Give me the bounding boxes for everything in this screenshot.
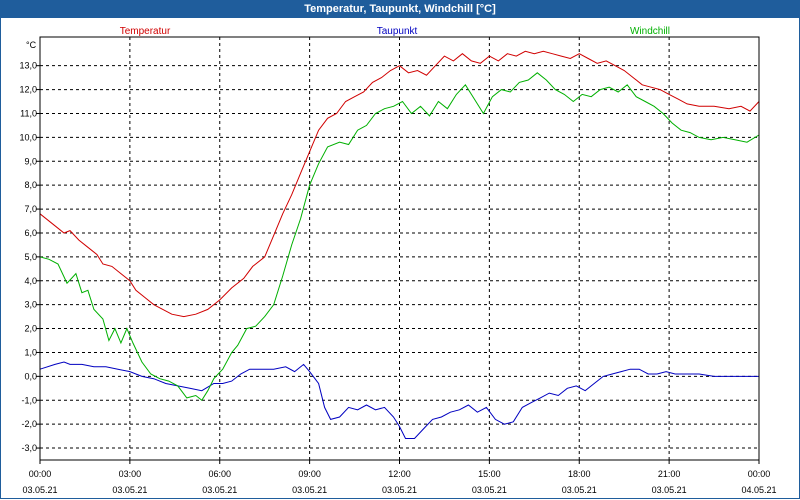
y-tick-label: 8,0 bbox=[24, 180, 37, 190]
x-tick-date-label: 03.05.21 bbox=[202, 485, 237, 495]
x-tick-time-label: 09:00 bbox=[298, 469, 321, 479]
y-tick-label: 7,0 bbox=[24, 204, 37, 214]
x-tick-date-label: 03.05.21 bbox=[562, 485, 597, 495]
legend: Temperatur Taupunkt Windchill bbox=[120, 26, 670, 37]
series-line-windchill bbox=[39, 72, 760, 402]
y-tick-label: 3,0 bbox=[24, 300, 37, 310]
y-tick-label: 9,0 bbox=[24, 156, 37, 166]
x-tick-date-label: 03.05.21 bbox=[382, 485, 417, 495]
x-tick-time-label: 12:00 bbox=[388, 469, 411, 479]
grid-lines bbox=[40, 37, 759, 460]
x-tick-date-label: 03.05.21 bbox=[112, 485, 147, 495]
y-axis-label: °C bbox=[26, 40, 37, 50]
x-tick-time-label: 00:00 bbox=[29, 469, 52, 479]
x-tick-time-label: 03:00 bbox=[119, 469, 142, 479]
plot-border bbox=[39, 36, 760, 461]
y-tick-label: 0,0 bbox=[24, 371, 37, 381]
x-tick-labels: 00:00 03.05.21 03:00 03.05.21 06:00 03.05.21 0… bbox=[22, 469, 776, 495]
x-tick-date-label: 03.05.21 bbox=[652, 485, 687, 495]
x-tick-date-label: 04.05.21 bbox=[741, 485, 776, 495]
series-line-temperatur bbox=[39, 50, 760, 318]
y-tick-label: 6,0 bbox=[24, 228, 37, 238]
x-tick-date-label: 03.05.21 bbox=[472, 485, 507, 495]
y-tick-label: 13,0 bbox=[19, 61, 37, 71]
axes bbox=[36, 36, 760, 464]
x-tick-time-label: 15:00 bbox=[478, 469, 501, 479]
y-tick-label: 4,0 bbox=[24, 276, 37, 286]
y-tick-labels: -3,0 -2,0 -1,0 0,0 1,0 2,0 3,0 4,0 5,0 6,0 7,0 8,0 9… bbox=[19, 61, 37, 453]
x-tick-time-label: 00:00 bbox=[748, 469, 771, 479]
y-tick-label: 11,0 bbox=[20, 108, 37, 118]
y-tick-label: 5,0 bbox=[24, 252, 37, 262]
y-tick-label: -1,0 bbox=[21, 395, 37, 405]
chart-title: Temperatur, Taupunkt, Windchill [°C] bbox=[0, 0, 800, 18]
series-line-taupunkt bbox=[39, 361, 759, 439]
y-tick-label: 10,0 bbox=[19, 132, 37, 142]
legend-entry-taupunkt: Taupunkt bbox=[377, 26, 418, 37]
legend-entry-temperatur: Temperatur bbox=[120, 26, 171, 37]
x-tick-date-label: 03.05.21 bbox=[22, 485, 57, 495]
x-tick-time-label: 06:00 bbox=[208, 469, 231, 479]
x-tick-time-label: 21:00 bbox=[658, 469, 681, 479]
legend-entry-windchill: Windchill bbox=[630, 26, 670, 37]
y-tick-label: -2,0 bbox=[21, 419, 37, 429]
series-lines bbox=[39, 50, 760, 439]
y-tick-label: 2,0 bbox=[24, 324, 37, 334]
y-tick-label: 1,0 bbox=[24, 347, 37, 357]
x-tick-time-label: 18:00 bbox=[568, 469, 591, 479]
y-tick-label: 12,0 bbox=[19, 85, 37, 95]
x-tick-date-label: 03.05.21 bbox=[292, 485, 327, 495]
y-tick-label: -3,0 bbox=[21, 443, 37, 453]
